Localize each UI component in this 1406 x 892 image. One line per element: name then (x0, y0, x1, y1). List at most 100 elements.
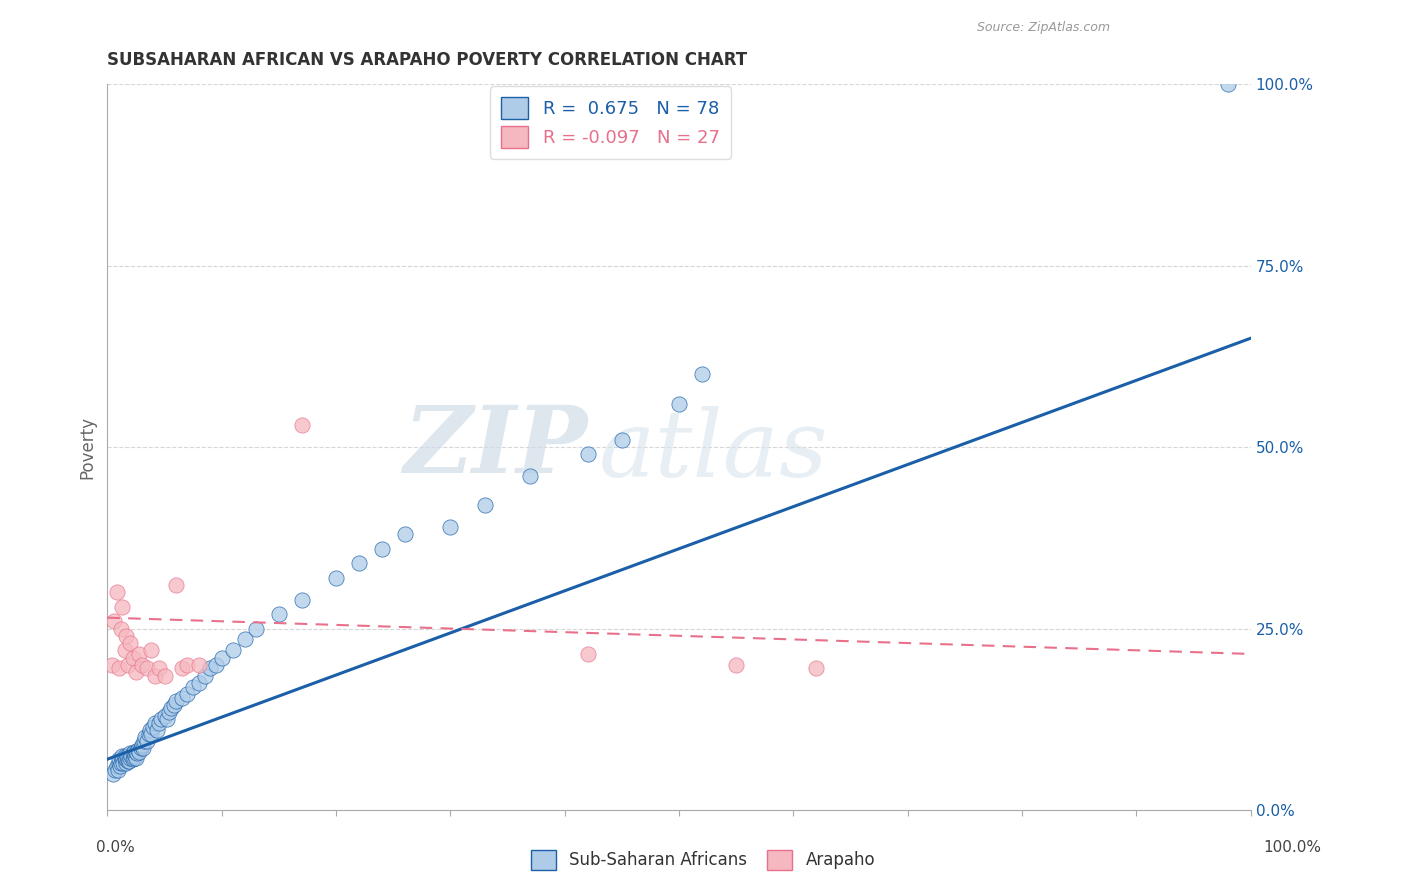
Point (160, 701, 183, 715)
Point (120, 636, 142, 650)
Point (110, 756, 132, 770)
Point (291, 418, 314, 433)
Point (112, 756, 135, 770)
Point (690, 368, 713, 382)
Point (181, 680, 204, 694)
Point (121, 752, 143, 766)
Point (187, 676, 209, 690)
Point (114, 756, 136, 770)
Point (131, 739, 153, 753)
Point (371, 541, 394, 556)
Point (103, 615, 125, 629)
Point (138, 727, 160, 741)
Point (114, 748, 136, 763)
Point (165, 694, 187, 708)
Point (114, 629, 136, 643)
Point (150, 712, 173, 726)
Point (1216, 77, 1239, 91)
Point (111, 752, 134, 766)
Point (519, 469, 541, 483)
Point (156, 712, 179, 726)
Point (128, 745, 150, 759)
Point (115, 748, 138, 763)
Point (394, 527, 416, 541)
Point (136, 734, 159, 748)
Point (120, 748, 142, 763)
Point (176, 687, 198, 701)
Point (125, 665, 148, 679)
Point (121, 650, 143, 665)
Point (101, 766, 124, 780)
Point (128, 647, 150, 661)
Text: Source: ZipAtlas.com: Source: ZipAtlas.com (977, 21, 1111, 34)
Point (291, 592, 314, 607)
Point (125, 751, 148, 765)
Point (668, 396, 690, 410)
Point (132, 734, 155, 748)
Point (108, 661, 131, 675)
Point (474, 498, 496, 512)
Point (806, 661, 828, 675)
Point (148, 715, 170, 730)
Point (117, 751, 139, 765)
Point (127, 743, 149, 757)
Point (114, 752, 136, 766)
Point (107, 763, 129, 777)
Point (131, 738, 153, 752)
Point (176, 657, 198, 672)
Point (170, 690, 193, 705)
Text: 100.0%: 100.0% (1264, 840, 1322, 855)
Legend: Sub-Saharan Africans, Arapaho: Sub-Saharan Africans, Arapaho (524, 843, 882, 877)
Point (211, 650, 233, 665)
Point (153, 669, 176, 683)
Point (245, 622, 267, 636)
Point (233, 632, 256, 647)
Text: SUBSAHARAN AFRICAN VS ARAPAHO POVERTY CORRELATION CHART: SUBSAHARAN AFRICAN VS ARAPAHO POVERTY CO… (107, 51, 748, 69)
Point (120, 751, 142, 765)
Point (200, 661, 222, 675)
Point (108, 752, 131, 766)
Point (136, 661, 159, 675)
Point (205, 657, 228, 672)
Point (610, 433, 633, 447)
Point (129, 741, 152, 756)
Text: atlas: atlas (599, 406, 828, 496)
Point (121, 747, 143, 761)
Point (104, 763, 127, 777)
Point (117, 754, 139, 768)
Point (222, 643, 245, 657)
Point (105, 585, 128, 599)
Point (725, 657, 748, 672)
Text: ZIP: ZIP (404, 402, 588, 492)
Point (170, 661, 193, 675)
Point (134, 731, 156, 745)
Point (145, 669, 167, 683)
Point (347, 556, 370, 570)
Point (122, 745, 145, 759)
Point (101, 657, 124, 672)
Point (165, 578, 187, 592)
Point (148, 661, 170, 675)
Point (138, 723, 160, 738)
Point (127, 747, 149, 761)
Point (139, 643, 162, 657)
Point (124, 748, 146, 763)
Point (122, 751, 145, 765)
Point (139, 727, 162, 741)
Point (111, 748, 134, 763)
Y-axis label: Poverty: Poverty (79, 416, 96, 479)
Point (108, 756, 131, 770)
Point (114, 643, 136, 657)
Text: 0.0%: 0.0% (96, 840, 135, 855)
Point (163, 698, 186, 712)
Point (193, 669, 215, 683)
Point (131, 657, 153, 672)
Point (157, 705, 180, 719)
Point (114, 752, 136, 766)
Point (118, 754, 141, 768)
Point (576, 647, 599, 661)
Point (439, 520, 461, 534)
Point (105, 759, 128, 773)
Point (142, 720, 165, 734)
Point (267, 607, 290, 621)
